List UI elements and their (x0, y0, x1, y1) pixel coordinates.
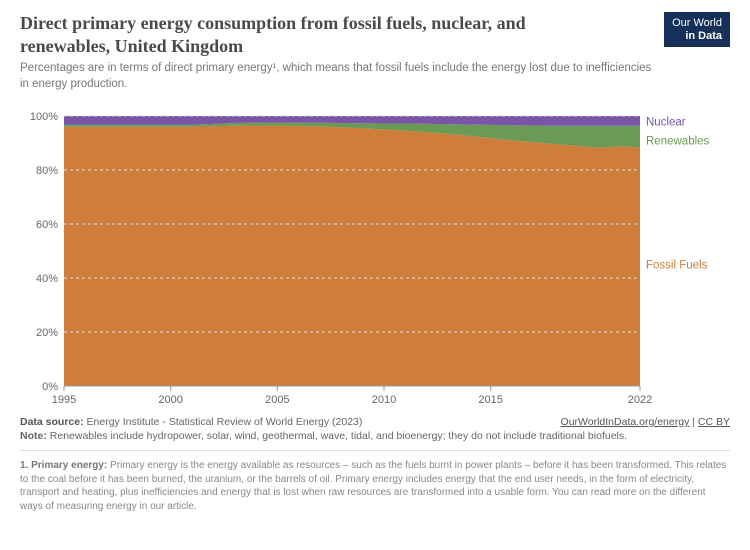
license-link[interactable]: CC BY (698, 416, 730, 428)
x-tick-label: 2010 (372, 394, 396, 406)
x-tick-label: 1995 (52, 394, 76, 406)
owid-logo: Our World in Data (664, 12, 730, 47)
x-tick-label: 2022 (628, 394, 652, 406)
series-label-fossil-fuels: Fossil Fuels (646, 260, 708, 272)
chart-subtitle: Percentages are in terms of direct prima… (20, 61, 660, 92)
footer-note: Note: Renewables include hydropower, sol… (20, 430, 730, 442)
series-label-renewables: Renewables (646, 135, 710, 147)
x-tick-label: 2000 (158, 394, 182, 406)
chart-header: Direct primary energy consumption from f… (0, 0, 750, 98)
series-label-nuclear: Nuclear (646, 116, 686, 128)
y-tick-label: 0% (42, 381, 58, 393)
area-fossil-fuels (64, 125, 640, 386)
footer-meta: Data source: Energy Institute - Statisti… (20, 416, 730, 428)
x-tick-label: 2005 (265, 394, 289, 406)
x-tick-label: 2015 (478, 394, 502, 406)
y-tick-label: 40% (36, 273, 58, 285)
source-link[interactable]: OurWorldInData.org/energy (561, 416, 690, 428)
y-tick-label: 60% (36, 219, 58, 231)
y-tick-label: 100% (30, 111, 58, 123)
y-tick-label: 80% (36, 165, 58, 177)
footnote: 1. Primary energy: Primary energy is the… (20, 459, 730, 513)
stacked-area-chart: 0% 20% 40% 60% 80% 100% 1995 2000 2005 2010 2015 20… (20, 108, 730, 408)
chart-area: 0% 20% 40% 60% 80% 100% 1995 2000 2005 2010 2015 20… (20, 108, 730, 408)
chart-title: Direct primary energy consumption from f… (20, 12, 580, 57)
y-tick-label: 20% (36, 327, 58, 339)
divider (20, 450, 730, 451)
